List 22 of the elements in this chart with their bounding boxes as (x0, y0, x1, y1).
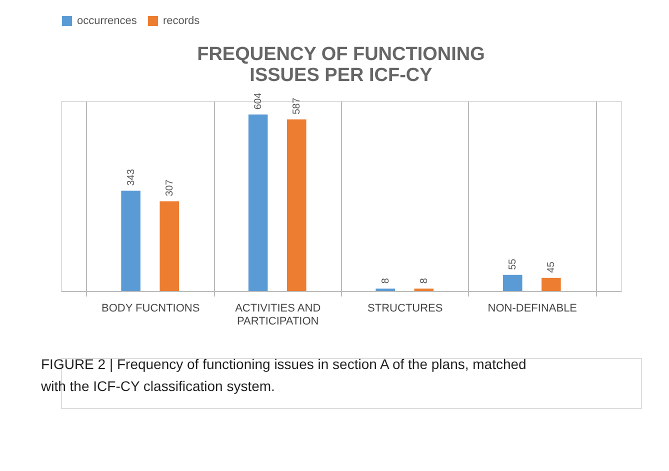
bar (287, 119, 306, 291)
data-label: 8 (418, 278, 430, 284)
bar (160, 201, 180, 291)
bar (248, 114, 268, 291)
x-tick-label: BODY FUCNTIONS (101, 302, 200, 314)
x-tick-label: NON-DEFINABLE (488, 302, 578, 314)
chart-title: FREQUENCY OF FUNCTIONING ISSUES PER ICF-CY (197, 44, 485, 86)
legend-label: occurrences (77, 15, 138, 27)
data-label: 8 (380, 278, 392, 284)
bar (121, 190, 140, 291)
bar (542, 278, 561, 291)
data-label: 604 (253, 92, 264, 110)
data-label: 587 (292, 97, 303, 114)
data-label: 343 (126, 168, 137, 186)
data-label: 55 (508, 258, 519, 270)
x-tick-label: ACTIVITIES AND PARTICIPATION (235, 302, 321, 328)
x-tick-label: STRUCTURES (368, 302, 443, 314)
data-label: 45 (546, 261, 558, 273)
data-label: 307 (164, 179, 176, 196)
legend-label: records (163, 15, 200, 27)
caption: FIGURE 2 | Frequency of functioning issues in section A of the plans, matched with the ICF-CY classification system. (40, 356, 526, 394)
bar (502, 274, 522, 291)
